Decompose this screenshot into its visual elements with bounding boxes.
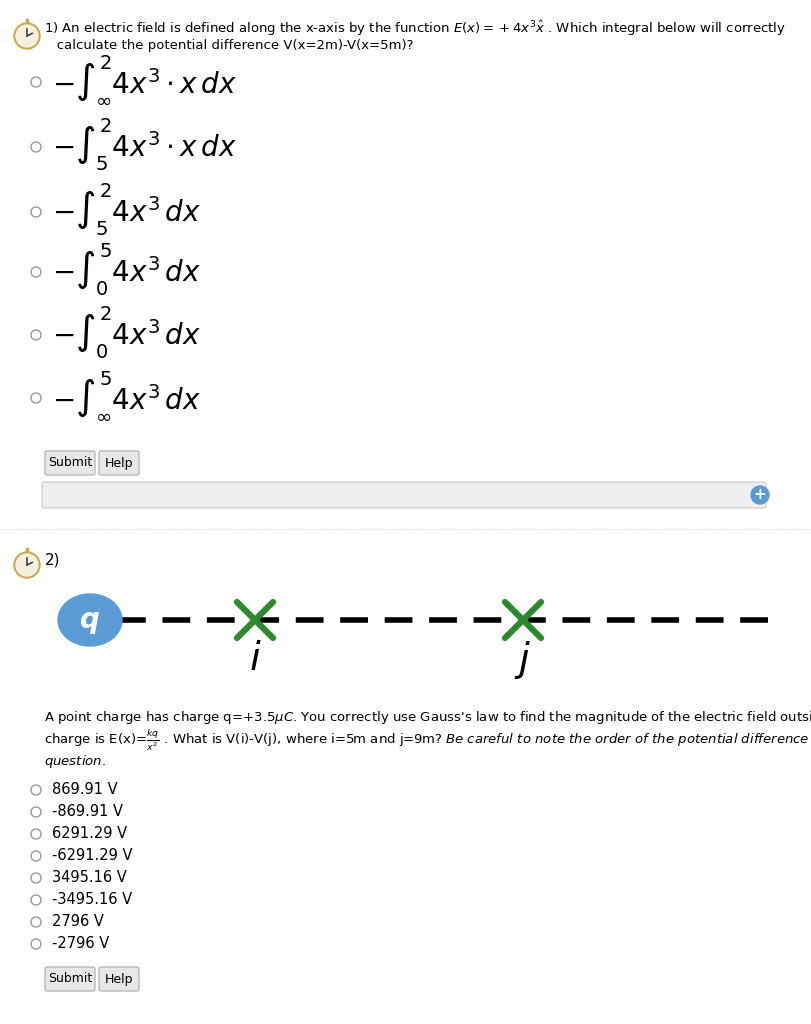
Circle shape: [14, 552, 40, 578]
Text: $-\int_{\infty}^{2} 4x^3 \cdot x\,dx$: $-\int_{\infty}^{2} 4x^3 \cdot x\,dx$: [52, 53, 237, 106]
FancyBboxPatch shape: [42, 482, 766, 508]
Text: 869.91 V: 869.91 V: [52, 781, 118, 797]
Text: 2796 V: 2796 V: [52, 913, 104, 929]
Text: calculate the potential difference V(x=2m)-V(x=5m)?: calculate the potential difference V(x=2…: [44, 39, 414, 51]
Text: $-\int_{5}^{2} 4x^3\,dx$: $-\int_{5}^{2} 4x^3\,dx$: [52, 181, 201, 239]
Text: 3495.16 V: 3495.16 V: [52, 869, 127, 885]
Text: charge is E(x)=$\frac{kq}{x^2}$ . What is V(i)-V(j), where i=5m and j=9m? $\it{B: charge is E(x)=$\frac{kq}{x^2}$ . What i…: [44, 727, 811, 753]
Circle shape: [16, 25, 38, 47]
Circle shape: [14, 23, 40, 49]
Text: $-\int_{0}^{2} 4x^3\,dx$: $-\int_{0}^{2} 4x^3\,dx$: [52, 305, 201, 361]
Text: Help: Help: [105, 457, 133, 469]
Text: 6291.29 V: 6291.29 V: [52, 825, 127, 841]
Text: $-\int_{\infty}^{5} 4x^3\,dx$: $-\int_{\infty}^{5} 4x^3\,dx$: [52, 370, 201, 422]
Text: $j$: $j$: [514, 639, 531, 681]
FancyBboxPatch shape: [45, 451, 95, 475]
Text: Submit: Submit: [48, 457, 92, 469]
Circle shape: [751, 486, 769, 504]
Text: $-\int_{5}^{2} 4x^3 \cdot x\,dx$: $-\int_{5}^{2} 4x^3 \cdot x\,dx$: [52, 117, 237, 173]
FancyBboxPatch shape: [45, 967, 95, 991]
FancyBboxPatch shape: [99, 967, 139, 991]
Text: 1) An electric field is defined along the x-axis by the function $E(x) = +4x^3\h: 1) An electric field is defined along th…: [44, 18, 786, 38]
Text: A point charge has charge q=+3.5$\mu C$. You correctly use Gauss's law to find t: A point charge has charge q=+3.5$\mu C$.…: [44, 710, 811, 726]
Text: -6291.29 V: -6291.29 V: [52, 848, 132, 862]
Text: -2796 V: -2796 V: [52, 936, 109, 950]
Text: -869.91 V: -869.91 V: [52, 804, 123, 818]
Text: +: +: [753, 487, 766, 502]
Text: 2): 2): [45, 553, 61, 567]
Text: q: q: [80, 606, 100, 634]
Circle shape: [16, 554, 38, 575]
Text: Help: Help: [105, 973, 133, 985]
Text: $\it{question.}$: $\it{question.}$: [44, 754, 106, 770]
Text: Submit: Submit: [48, 973, 92, 985]
FancyBboxPatch shape: [99, 451, 139, 475]
Text: $i$: $i$: [249, 641, 261, 679]
Text: -3495.16 V: -3495.16 V: [52, 892, 132, 906]
Text: $-\int_{0}^{5} 4x^3\,dx$: $-\int_{0}^{5} 4x^3\,dx$: [52, 242, 201, 298]
Ellipse shape: [58, 594, 122, 646]
